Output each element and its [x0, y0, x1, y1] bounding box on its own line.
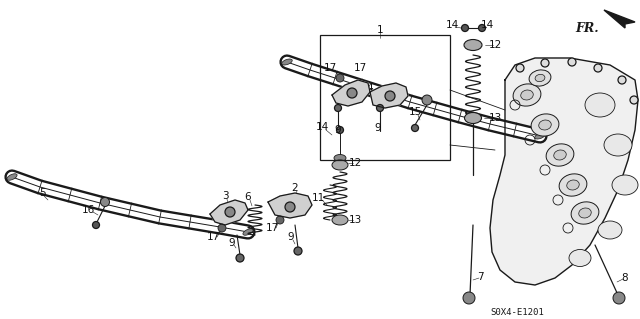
Circle shape	[568, 58, 576, 66]
Circle shape	[376, 105, 383, 112]
Circle shape	[285, 202, 295, 212]
Circle shape	[218, 224, 226, 232]
Ellipse shape	[585, 93, 615, 117]
Ellipse shape	[332, 160, 348, 170]
Text: FR.: FR.	[575, 22, 598, 35]
Text: 5: 5	[38, 188, 45, 198]
Ellipse shape	[531, 114, 559, 136]
Text: 1: 1	[377, 25, 383, 35]
Text: 2: 2	[292, 183, 298, 193]
Ellipse shape	[554, 150, 566, 160]
Circle shape	[479, 25, 486, 32]
Circle shape	[613, 292, 625, 304]
Ellipse shape	[567, 180, 579, 190]
Circle shape	[385, 91, 395, 101]
Polygon shape	[604, 10, 635, 28]
Ellipse shape	[529, 70, 551, 86]
Circle shape	[516, 64, 524, 72]
Circle shape	[225, 207, 235, 217]
Text: 4: 4	[367, 83, 373, 93]
Text: 3: 3	[221, 191, 228, 201]
Ellipse shape	[332, 215, 348, 225]
Ellipse shape	[546, 144, 574, 166]
Text: 11: 11	[312, 193, 324, 203]
Circle shape	[337, 127, 344, 133]
Text: 14: 14	[481, 20, 493, 30]
Polygon shape	[332, 80, 370, 106]
Circle shape	[422, 95, 432, 105]
Circle shape	[618, 76, 626, 84]
Text: 12: 12	[488, 40, 502, 50]
Ellipse shape	[535, 133, 545, 139]
Circle shape	[347, 88, 357, 98]
Circle shape	[336, 74, 344, 82]
Ellipse shape	[282, 59, 292, 65]
Circle shape	[335, 105, 342, 112]
Text: 17: 17	[323, 63, 337, 73]
Polygon shape	[370, 83, 408, 108]
Ellipse shape	[535, 74, 545, 82]
Ellipse shape	[604, 134, 632, 156]
Circle shape	[541, 59, 549, 67]
Text: S0X4-E1201: S0X4-E1201	[490, 308, 544, 317]
Text: 13: 13	[348, 215, 362, 225]
Text: 14: 14	[316, 122, 328, 132]
Text: 17: 17	[206, 232, 220, 242]
Text: 6: 6	[244, 192, 252, 202]
Text: 9: 9	[374, 123, 381, 133]
Circle shape	[236, 254, 244, 262]
Circle shape	[463, 292, 475, 304]
Text: 17: 17	[266, 223, 278, 233]
Ellipse shape	[569, 249, 591, 266]
Text: 15: 15	[408, 107, 422, 117]
Text: 17: 17	[353, 63, 367, 73]
Text: 8: 8	[621, 273, 628, 283]
Ellipse shape	[464, 40, 482, 50]
Circle shape	[594, 64, 602, 72]
Circle shape	[100, 197, 109, 206]
Ellipse shape	[465, 113, 481, 123]
Polygon shape	[210, 200, 248, 225]
Ellipse shape	[521, 90, 533, 100]
Ellipse shape	[598, 221, 622, 239]
Circle shape	[412, 124, 419, 131]
Text: 12: 12	[348, 158, 362, 168]
Circle shape	[93, 221, 99, 228]
Circle shape	[630, 96, 638, 104]
Ellipse shape	[539, 120, 551, 130]
Text: 9: 9	[228, 238, 236, 248]
Ellipse shape	[334, 154, 346, 161]
Circle shape	[276, 216, 284, 224]
Bar	[320, 35, 450, 160]
Ellipse shape	[7, 174, 17, 180]
Ellipse shape	[513, 84, 541, 106]
Text: 13: 13	[488, 113, 502, 123]
Ellipse shape	[243, 229, 253, 235]
Ellipse shape	[612, 175, 638, 195]
Circle shape	[461, 25, 468, 32]
Ellipse shape	[571, 202, 599, 224]
Text: 16: 16	[81, 205, 95, 215]
Polygon shape	[268, 193, 312, 218]
Text: 7: 7	[477, 272, 483, 282]
Polygon shape	[490, 58, 638, 285]
Text: 9: 9	[335, 125, 341, 135]
Text: 9: 9	[288, 232, 294, 242]
Circle shape	[294, 247, 302, 255]
Text: 14: 14	[445, 20, 459, 30]
Ellipse shape	[579, 208, 591, 218]
Ellipse shape	[559, 174, 587, 196]
